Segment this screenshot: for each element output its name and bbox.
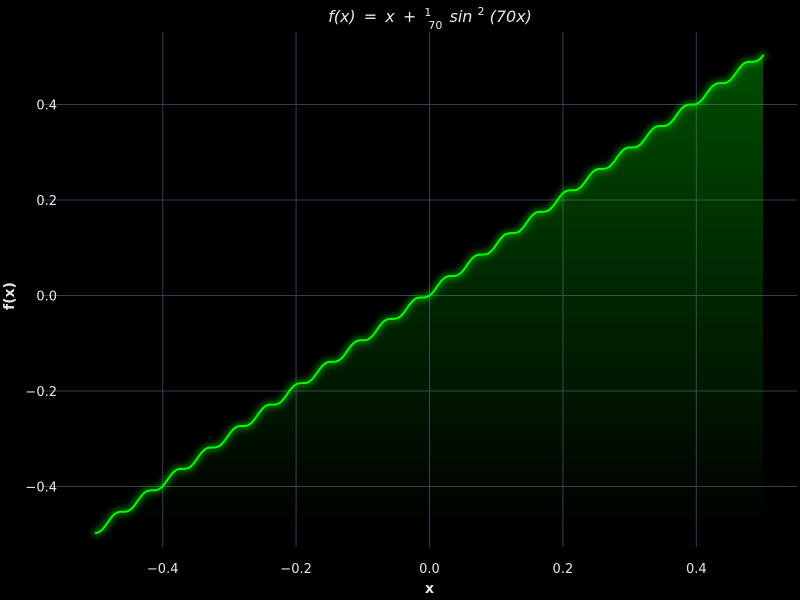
title-argument: (70x) [490,7,532,26]
y-axis-label: f(x) [2,282,18,310]
y-tick-label: −0.4 [25,481,57,496]
title-fraction-denominator: 70 [428,19,442,32]
x-tick-labels: −0.4 −0.2 0.0 0.2 0.4 [147,562,707,577]
y-tick-label: 0.2 [36,194,57,209]
x-tick-label: 0.2 [553,562,574,577]
title-equals: = [364,7,377,26]
chart-title: f(x) = x + 1 70 sin 2 (70x) [328,0,532,33]
title-x: x [384,7,395,26]
title-fraction-numerator: 1 [424,6,431,19]
x-tick-label: 0.4 [686,562,707,577]
y-tick-label: 0.0 [36,290,57,305]
series-line-group [92,51,767,537]
title-lhs: f(x) [328,7,356,26]
title-plus: + [403,7,416,26]
x-tick-label: −0.2 [280,562,312,577]
y-tick-label: 0.4 [36,99,57,114]
series-line [95,54,764,534]
x-tick-label: −0.4 [147,562,179,577]
y-tick-label: −0.2 [25,385,57,400]
x-tick-label: 0.0 [419,562,440,577]
x-axis-label: x [425,581,434,597]
title-function: sin [450,7,473,26]
y-tick-labels: −0.4 −0.2 0.0 0.2 0.4 [25,99,57,496]
title-exponent: 2 [478,5,485,18]
